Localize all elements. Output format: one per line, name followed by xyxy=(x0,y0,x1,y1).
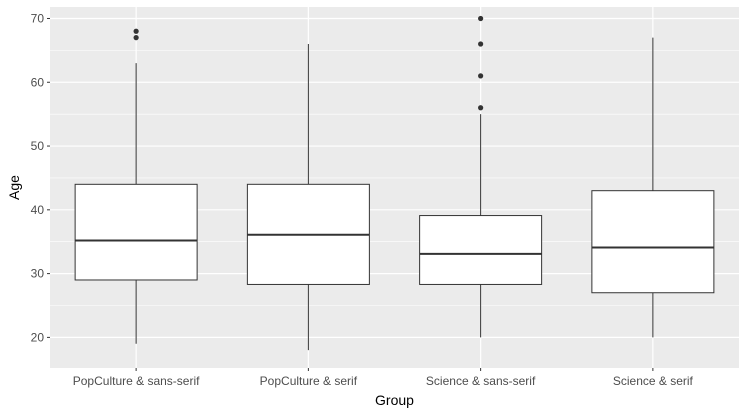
outlier-point xyxy=(478,41,484,47)
x-tick-label: PopCulture & serif xyxy=(260,374,358,388)
box-group xyxy=(74,28,198,344)
x-tick-label: PopCulture & sans-serif xyxy=(73,374,200,388)
y-tick-label: 60 xyxy=(31,75,45,89)
outlier-point xyxy=(478,105,484,111)
box-group xyxy=(246,43,370,351)
box-iqr xyxy=(74,183,198,281)
box-group xyxy=(419,15,543,338)
axes: 20 30 40 50 60 70 PopCulture & sans-serif PopCu… xyxy=(31,11,694,388)
box-iqr xyxy=(591,190,715,294)
y-tick-label: 50 xyxy=(31,139,45,153)
boxes xyxy=(74,15,715,351)
y-tick-label: 70 xyxy=(31,11,45,25)
x-tick-label: Science & sans-serif xyxy=(426,374,536,388)
box-group xyxy=(591,37,715,338)
y-tick-label: 40 xyxy=(31,203,45,217)
y-tick-label: 30 xyxy=(31,267,45,281)
outlier-point xyxy=(478,73,484,79)
outlier-point xyxy=(133,35,139,41)
outlier-point xyxy=(478,15,484,22)
x-axis-title: Group xyxy=(375,392,414,408)
x-tick-label: Science & serif xyxy=(613,374,694,388)
outlier-point xyxy=(133,28,139,34)
y-axis-title: Age xyxy=(6,175,22,200)
box-iqr xyxy=(419,215,543,285)
y-tick-label: 20 xyxy=(31,330,45,344)
